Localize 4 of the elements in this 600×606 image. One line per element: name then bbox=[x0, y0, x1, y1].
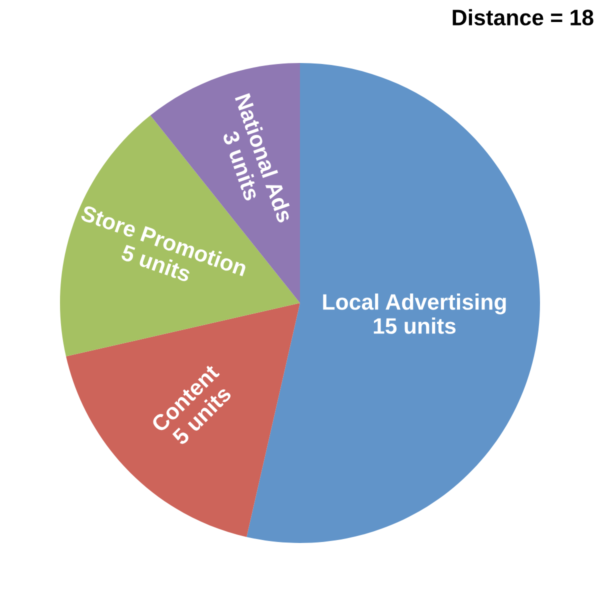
pie-slice bbox=[66, 303, 300, 537]
data-label: 15 units bbox=[374, 318, 456, 334]
slice-label: Local Advertising bbox=[323, 294, 506, 314]
text: Distance = 18 bbox=[452, 9, 594, 26]
